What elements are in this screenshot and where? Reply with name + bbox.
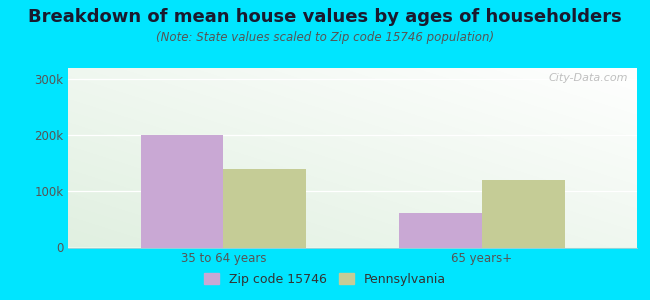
Bar: [399, 213, 482, 248]
Text: City-Data.com: City-Data.com: [549, 73, 629, 83]
Text: (Note: State values scaled to Zip code 15746 population): (Note: State values scaled to Zip code 1…: [156, 32, 494, 44]
Bar: [224, 169, 306, 248]
Legend: Zip code 15746, Pennsylvania: Zip code 15746, Pennsylvania: [199, 268, 451, 291]
Bar: [482, 180, 565, 248]
Bar: [140, 135, 224, 248]
Text: Breakdown of mean house values by ages of householders: Breakdown of mean house values by ages o…: [28, 8, 622, 26]
